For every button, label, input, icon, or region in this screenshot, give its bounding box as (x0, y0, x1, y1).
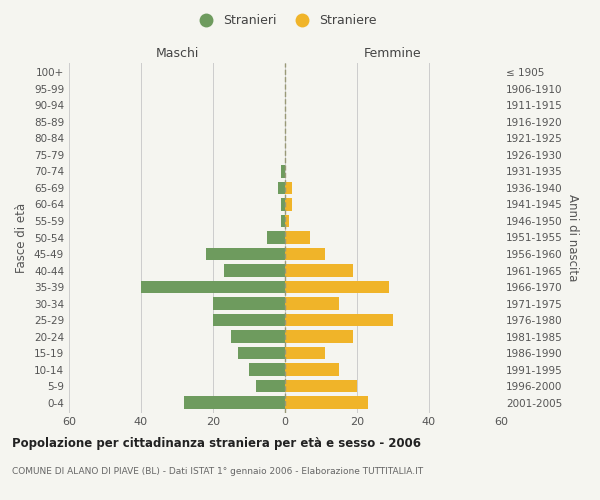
Bar (285, 198, 292, 210)
Bar (281, 215, 285, 227)
Bar (141, 281, 285, 293)
Bar (231, 330, 285, 342)
Text: Femmine: Femmine (364, 47, 422, 60)
Text: Maschi: Maschi (155, 47, 199, 60)
Y-axis label: Fasce di età: Fasce di età (16, 202, 28, 272)
Bar (285, 264, 353, 276)
Bar (285, 380, 357, 392)
Bar (285, 248, 325, 260)
Bar (285, 396, 368, 409)
Bar (285, 232, 310, 243)
Bar (224, 264, 285, 276)
Bar (285, 314, 393, 326)
Bar (285, 182, 292, 194)
Text: COMUNE DI ALANO DI PIAVE (BL) - Dati ISTAT 1° gennaio 2006 - Elaborazione TUTTIT: COMUNE DI ALANO DI PIAVE (BL) - Dati IST… (12, 468, 423, 476)
Legend: Stranieri, Straniere: Stranieri, Straniere (193, 14, 377, 28)
Text: Popolazione per cittadinanza straniera per età e sesso - 2006: Popolazione per cittadinanza straniera p… (12, 438, 421, 450)
Bar (256, 380, 285, 392)
Bar (281, 198, 285, 210)
Bar (285, 364, 339, 376)
Bar (206, 248, 285, 260)
Bar (267, 232, 285, 243)
Bar (281, 166, 285, 177)
Bar (285, 281, 389, 293)
Bar (213, 298, 285, 310)
Bar (285, 330, 353, 342)
Y-axis label: Anni di nascita: Anni di nascita (566, 194, 579, 281)
Bar (213, 314, 285, 326)
Bar (238, 347, 285, 360)
Bar (285, 215, 289, 227)
Bar (278, 182, 285, 194)
Bar (285, 347, 325, 360)
Bar (285, 298, 339, 310)
Bar (249, 364, 285, 376)
Bar (184, 396, 285, 409)
